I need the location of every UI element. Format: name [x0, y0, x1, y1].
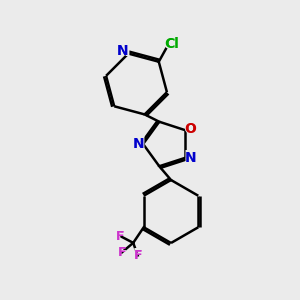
- Text: N: N: [184, 151, 196, 165]
- Text: N: N: [116, 42, 130, 60]
- Text: N: N: [131, 135, 145, 153]
- Text: F: F: [117, 245, 127, 260]
- Text: N: N: [117, 44, 129, 58]
- Text: F: F: [116, 229, 126, 244]
- Text: F: F: [118, 246, 126, 259]
- Text: O: O: [184, 122, 196, 136]
- Text: F: F: [134, 249, 142, 262]
- Text: N: N: [117, 44, 129, 58]
- Text: F: F: [134, 249, 142, 262]
- Text: O: O: [184, 122, 196, 136]
- Text: N: N: [133, 137, 144, 151]
- Text: N: N: [183, 149, 197, 167]
- Text: O: O: [183, 120, 197, 138]
- Text: N: N: [184, 151, 196, 165]
- Text: F: F: [118, 246, 126, 259]
- Text: F: F: [116, 230, 125, 243]
- Text: Cl: Cl: [164, 37, 179, 51]
- Text: N: N: [133, 137, 144, 151]
- Text: F: F: [116, 230, 125, 243]
- Text: Cl: Cl: [162, 35, 180, 53]
- Text: F: F: [133, 248, 143, 263]
- Text: Cl: Cl: [164, 37, 179, 51]
